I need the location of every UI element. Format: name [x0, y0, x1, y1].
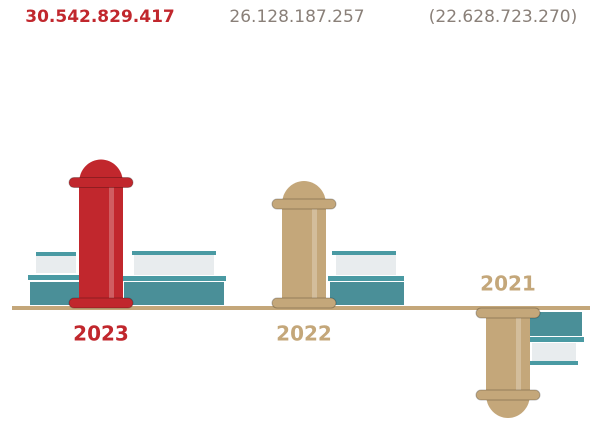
pillar-capital	[272, 199, 336, 209]
category-label: 2023	[73, 322, 129, 346]
value-label: 26.128.187.257	[229, 7, 364, 27]
chart: 30.542.829.417 2023 26.128.187.257 2022 (22.…	[0, 0, 590, 423]
pillar-capital	[476, 308, 540, 318]
pillar-body	[486, 308, 530, 418]
page: {"chart_data": {"type": "bar", "categori…	[0, 0, 590, 423]
pillar-capital	[272, 298, 336, 308]
pillar-highlight	[312, 204, 317, 308]
pillar-capital	[69, 178, 133, 188]
category-label: 2022	[276, 322, 332, 346]
pillar-highlight	[516, 308, 521, 395]
value-label: (22.628.723.270)	[429, 7, 577, 27]
category-label: 2021	[480, 272, 536, 296]
pillar-capital	[69, 298, 133, 308]
value-label: 30.542.829.417	[25, 7, 175, 27]
pillar-highlight	[109, 183, 114, 308]
pillar-capital	[476, 390, 540, 400]
pillar	[272, 181, 336, 308]
